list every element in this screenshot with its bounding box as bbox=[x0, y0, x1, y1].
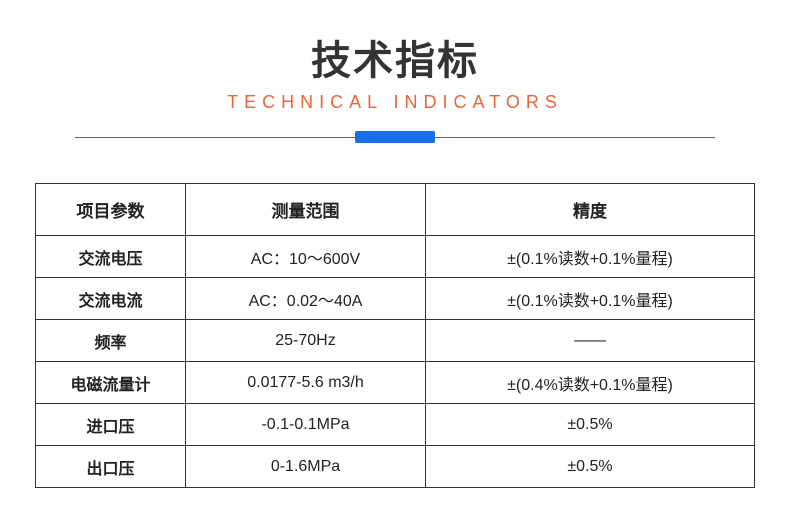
sub-title: TECHNICAL INDICATORS bbox=[0, 92, 790, 113]
cell-range: 0.0177-5.6 m3/h bbox=[186, 362, 426, 404]
spec-table-wrap: 项目参数 测量范围 精度 交流电压 AC：10～600V ±(0.1%读数+0.… bbox=[35, 183, 755, 488]
table-row: 交流电流 AC：0.02～40A ±(0.1%读数+0.1%量程) bbox=[36, 278, 755, 320]
cell-precision: ±(0.1%读数+0.1%量程) bbox=[426, 278, 755, 320]
header-precision: 精度 bbox=[426, 184, 755, 236]
cell-precision: ±(0.4%读数+0.1%量程) bbox=[426, 362, 755, 404]
cell-range: AC：10～600V bbox=[186, 236, 426, 278]
table-row: 进口压 -0.1-0.1MPa ±0.5% bbox=[36, 404, 755, 446]
cell-param: 交流电压 bbox=[36, 236, 186, 278]
cell-param: 电磁流量计 bbox=[36, 362, 186, 404]
cell-range: 0-1.6MPa bbox=[186, 446, 426, 488]
cell-range: -0.1-0.1MPa bbox=[186, 404, 426, 446]
divider-accent bbox=[355, 131, 435, 143]
table-row: 出口压 0-1.6MPa ±0.5% bbox=[36, 446, 755, 488]
table-row: 交流电压 AC：10～600V ±(0.1%读数+0.1%量程) bbox=[36, 236, 755, 278]
cell-precision: ±0.5% bbox=[426, 446, 755, 488]
header-range: 测量范围 bbox=[186, 184, 426, 236]
cell-param: 进口压 bbox=[36, 404, 186, 446]
cell-range: AC：0.02～40A bbox=[186, 278, 426, 320]
page-container: 技术指标 TECHNICAL INDICATORS 项目参数 测量范围 精度 bbox=[0, 0, 790, 488]
table-header-row: 项目参数 测量范围 精度 bbox=[36, 184, 755, 236]
cell-precision: ±(0.1%读数+0.1%量程) bbox=[426, 236, 755, 278]
cell-precision: ±0.5% bbox=[426, 404, 755, 446]
main-title: 技术指标 bbox=[0, 28, 790, 86]
spec-table: 项目参数 测量范围 精度 交流电压 AC：10～600V ±(0.1%读数+0.… bbox=[35, 183, 755, 488]
cell-param: 交流电流 bbox=[36, 278, 186, 320]
header-param: 项目参数 bbox=[36, 184, 186, 236]
cell-param: 频率 bbox=[36, 320, 186, 362]
cell-param: 出口压 bbox=[36, 446, 186, 488]
divider bbox=[75, 131, 715, 143]
cell-precision: —— bbox=[426, 320, 755, 362]
table-row: 频率 25-70Hz —— bbox=[36, 320, 755, 362]
cell-range: 25-70Hz bbox=[186, 320, 426, 362]
table-row: 电磁流量计 0.0177-5.6 m3/h ±(0.4%读数+0.1%量程) bbox=[36, 362, 755, 404]
title-section: 技术指标 TECHNICAL INDICATORS bbox=[0, 28, 790, 113]
